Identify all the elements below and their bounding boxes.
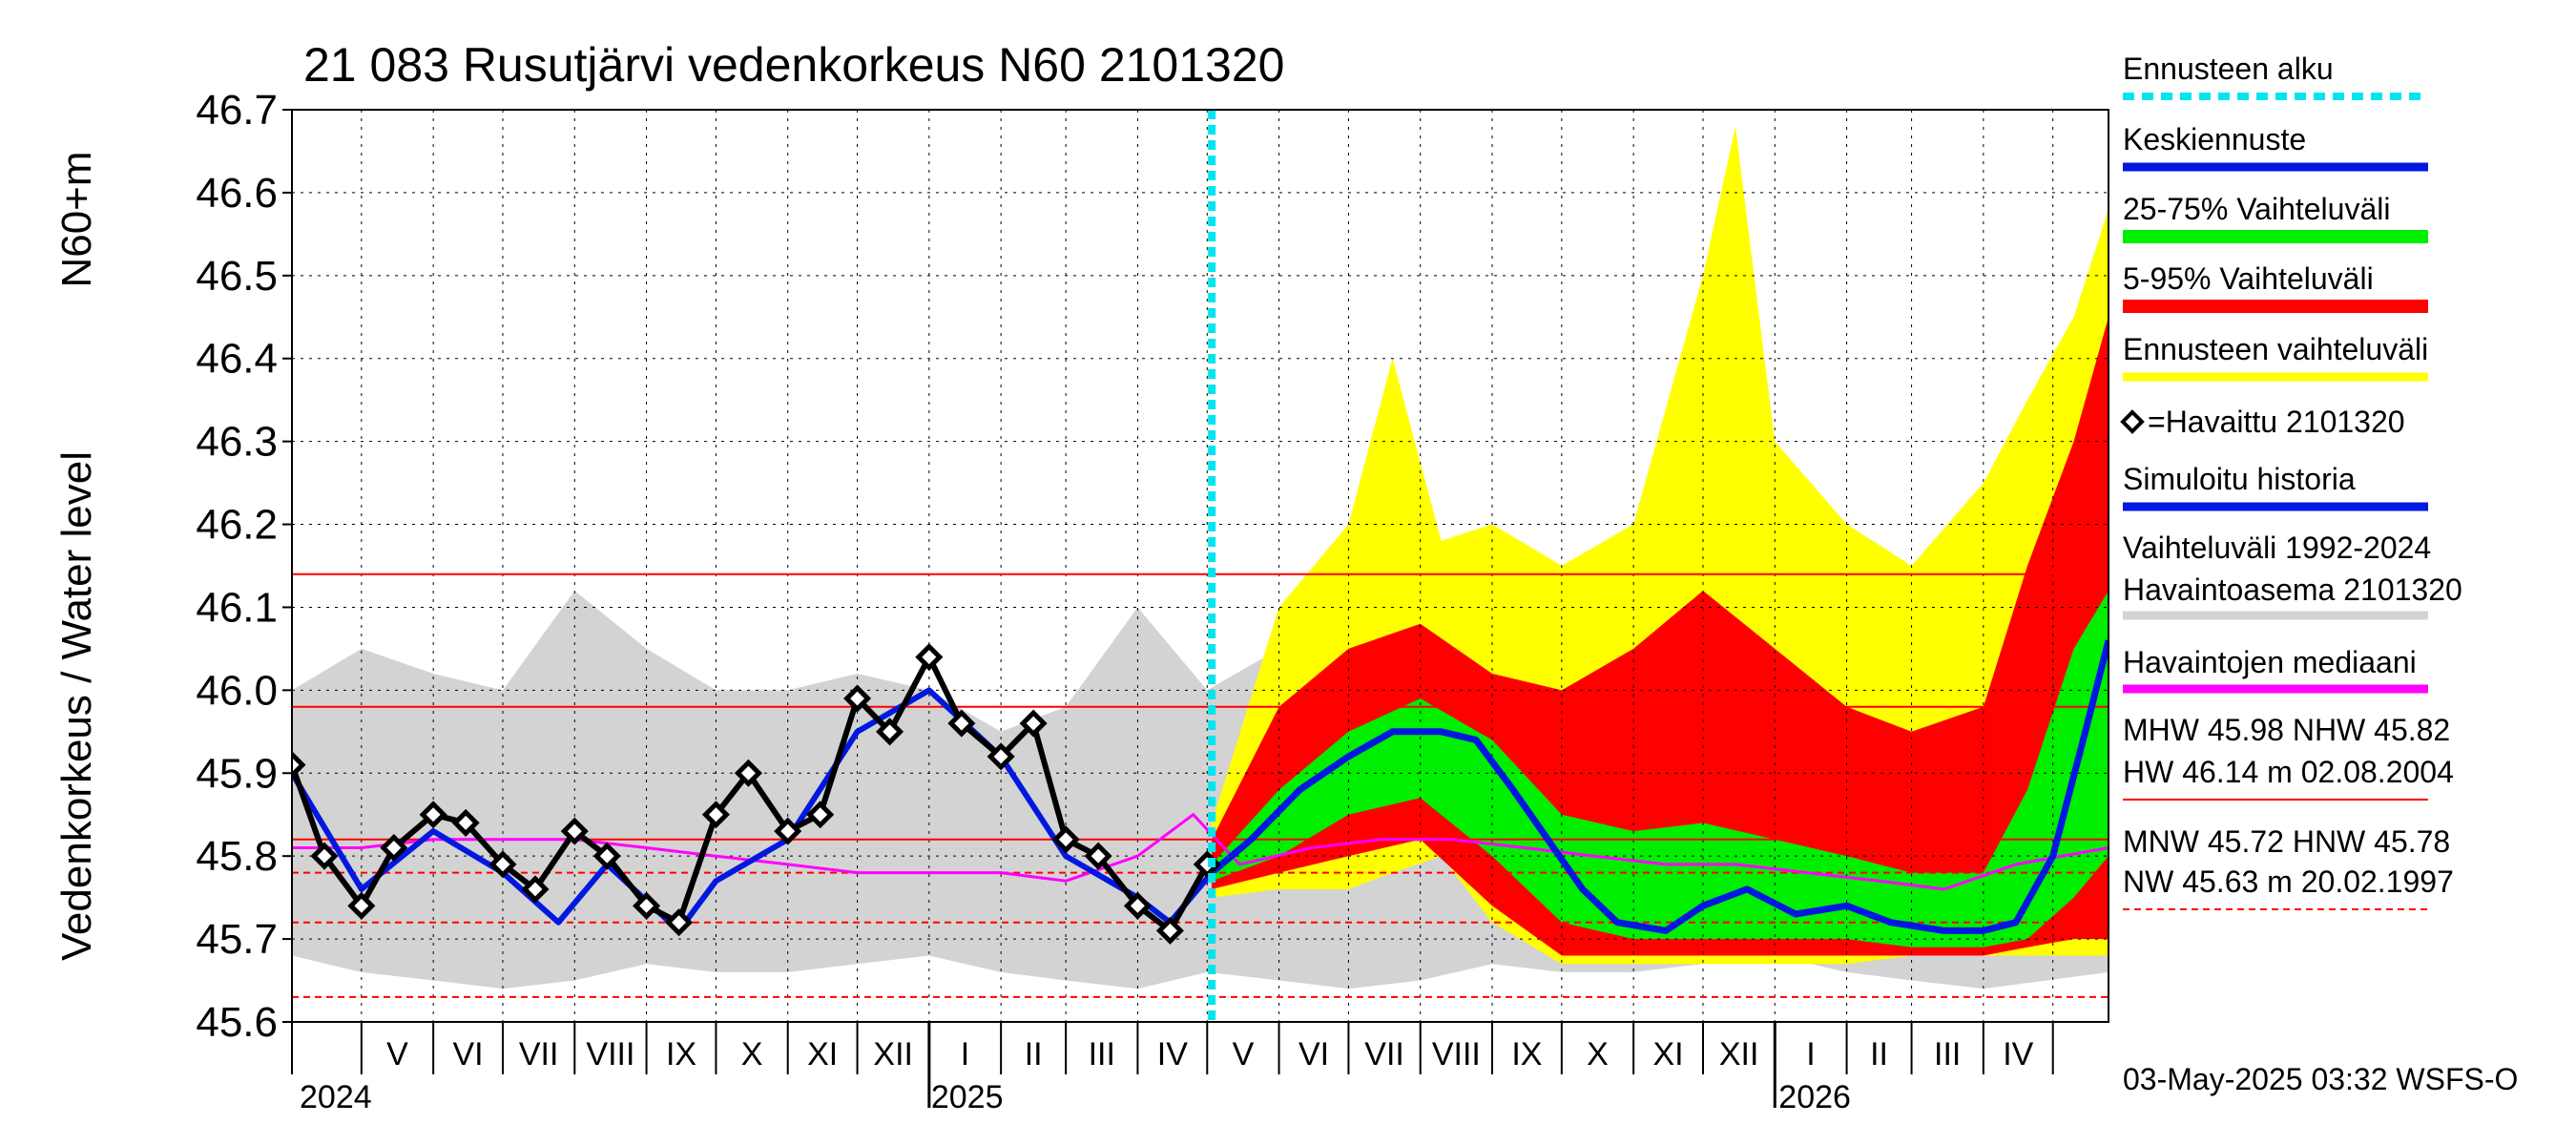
x-month-label: II	[1025, 1036, 1043, 1072]
plot-grid	[292, 110, 2109, 1022]
x-month-label: II	[1870, 1036, 1888, 1072]
y-tick-label: 46.2	[196, 502, 278, 549]
plot-frame	[291, 109, 2109, 1023]
observed-point	[292, 751, 306, 780]
x-month-label: IX	[666, 1036, 696, 1072]
observed-point	[1084, 842, 1112, 870]
x-month-label: XI	[1653, 1036, 1684, 1072]
x-month-label: XII	[1719, 1036, 1759, 1072]
chart-title: 21 083 Rusutjärvi vedenkorkeus N60 21013…	[303, 38, 1284, 92]
observed-point	[380, 833, 408, 863]
observed-point	[843, 684, 872, 713]
observed-point	[734, 759, 762, 787]
legend-label: 25-75% Vaihteluväli	[2123, 192, 2390, 226]
footer-timestamp: 03-May-2025 03:32 WSFS-O	[2123, 1062, 2518, 1096]
x-month-label: VI	[453, 1036, 484, 1072]
observed-point	[521, 875, 550, 904]
legend-label: Havaintoasema 2101320	[2123, 572, 2462, 607]
y-tick-label: 45.6	[196, 999, 278, 1046]
stats-line-2: HW 46.14 m 02.08.2004	[2123, 755, 2454, 789]
y-tick-label: 46.4	[196, 336, 278, 383]
observed-point	[488, 850, 517, 879]
history-median-series	[292, 813, 2109, 891]
legend-label: Simuloitu historia	[2123, 462, 2356, 496]
x-month-label: XI	[807, 1036, 838, 1072]
x-year-label: 2026	[1778, 1079, 1851, 1115]
y-tick-label: 45.8	[196, 833, 278, 880]
observed-point	[876, 718, 904, 746]
observed-point	[1051, 825, 1080, 854]
y-tick-label: 46.0	[196, 667, 278, 714]
observed-point	[592, 842, 621, 870]
x-month-label: X	[1587, 1036, 1609, 1072]
x-month-label: V	[386, 1036, 408, 1072]
forecast-median-line	[1209, 639, 2109, 934]
x-month-label: IX	[1511, 1036, 1542, 1072]
observed-point	[947, 709, 976, 738]
legend-label: Vaihteluväli 1992-2024	[2123, 531, 2431, 565]
x-month-label: VIII	[1432, 1036, 1481, 1072]
statistics-block: MHW 45.98 NHW 45.82 HW 46.14 m 02.08.200…	[2123, 713, 2454, 910]
legend-label: =Havaittu 2101320	[2148, 405, 2405, 439]
stats-line-4: NW 45.63 m 20.02.1997	[2123, 864, 2454, 899]
simulated-history-line	[292, 687, 1215, 934]
observed-point	[451, 808, 480, 837]
legend-label: Keskiennuste	[2123, 122, 2306, 156]
x-month-label: V	[1233, 1036, 1255, 1072]
observed-point	[310, 842, 339, 870]
y-tick-label: 46.6	[196, 170, 278, 217]
legend: Ennusteen alku Keskiennuste 25-75% Vaihtel…	[2120, 52, 2462, 694]
y-tick-label: 46.1	[196, 584, 278, 631]
stats-line-3: MNW 45.72 HNW 45.78	[2123, 824, 2450, 859]
simulated-history-series	[292, 687, 1215, 934]
x-month-label: VII	[519, 1036, 559, 1072]
observed-point	[347, 891, 376, 920]
x-axis: V VI VII VIII IX X XI XII I II III IV V VI VII VIII IX X X…	[291, 1022, 2054, 1115]
stats-line-1: MHW 45.98 NHW 45.82	[2123, 713, 2450, 747]
observed-point	[419, 801, 447, 829]
y-tick-label: 45.9	[196, 750, 278, 797]
observed-point	[1123, 891, 1152, 920]
legend-label: Havaintojen mediaani	[2123, 645, 2417, 679]
x-month-label: I	[1806, 1036, 1815, 1072]
x-month-label: I	[961, 1036, 969, 1072]
x-month-label: VI	[1298, 1036, 1329, 1072]
x-month-label: III	[1089, 1036, 1115, 1072]
x-month-label: IV	[2003, 1036, 2033, 1072]
legend-label: Ennusteen alku	[2123, 52, 2334, 86]
observed-point	[806, 801, 835, 829]
x-month-label: III	[1934, 1036, 1961, 1072]
legend-label: Ennusteen vaihteluväli	[2123, 332, 2428, 366]
observed-point	[633, 891, 661, 920]
x-month-label: XII	[873, 1036, 913, 1072]
observed-point	[987, 742, 1015, 771]
x-year-label: 2024	[300, 1079, 372, 1115]
y-tick-label: 45.7	[196, 916, 278, 963]
y-axis-label: Vedenkorkeus / Water level	[53, 451, 100, 961]
y-tick-label: 46.7	[196, 87, 278, 134]
y-axis-ticks: 45.6 45.7 45.8 45.9 46.0 46.1 46.2 46.3 46.4 46.5…	[196, 87, 292, 1046]
y-tick-label: 46.5	[196, 253, 278, 300]
observed-point	[1019, 709, 1048, 738]
x-year-label: 2025	[931, 1079, 1004, 1115]
legend-label: 5-95% Vaihteluväli	[2123, 261, 2374, 296]
history-median-line	[292, 813, 2109, 891]
forecast-median-series	[1209, 639, 2109, 934]
x-month-label: X	[741, 1036, 763, 1072]
y-axis-unit: N60+m	[53, 151, 100, 287]
x-month-label: VIII	[586, 1036, 634, 1072]
observed-point	[774, 817, 802, 845]
x-month-label: VII	[1364, 1036, 1404, 1072]
observed-point	[1155, 916, 1184, 945]
x-month-label: IV	[1157, 1036, 1188, 1072]
legend-observed-diamond	[2120, 409, 2145, 434]
observed-point	[915, 643, 944, 672]
observed-point	[560, 817, 589, 845]
observed-point	[701, 801, 730, 829]
observed-point	[665, 908, 694, 937]
observed-series	[292, 643, 1221, 945]
y-tick-label: 46.3	[196, 419, 278, 466]
